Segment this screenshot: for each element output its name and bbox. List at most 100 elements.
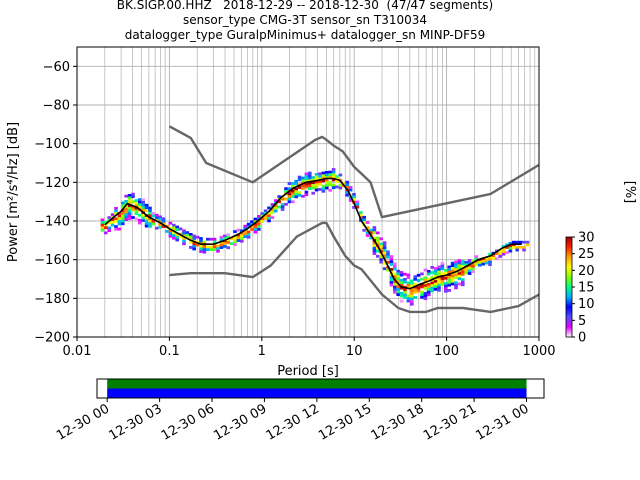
heatmap-cell [328, 188, 332, 192]
heatmap-cell [151, 222, 156, 226]
heatmap-cell [318, 182, 322, 186]
heatmap-cell [168, 221, 173, 225]
heatmap-cell [454, 273, 458, 277]
heatmap-cell [338, 184, 343, 187]
heatmap-cell [348, 199, 353, 202]
heatmap-cell [161, 222, 166, 226]
heatmap-cell [151, 214, 156, 218]
heatmap-cell [444, 289, 448, 293]
heatmap-cell [345, 183, 349, 187]
heatmap-cell [141, 216, 145, 220]
heatmap-cell [199, 239, 203, 243]
heatmap-cell [376, 239, 380, 243]
heatmap-cell [505, 246, 509, 249]
heatmap-cell [461, 280, 465, 284]
heatmap-cell [355, 205, 360, 209]
heatmap-cell [229, 237, 234, 240]
heatmap-cell [525, 240, 530, 244]
heatmap-cell [301, 184, 305, 188]
heatmap-cell [457, 261, 462, 265]
heatmap-cell [175, 236, 179, 239]
heatmap-cell [376, 247, 380, 250]
heatmap-cell [321, 171, 326, 175]
heatmap-cell [430, 266, 434, 269]
heatmap-cell [382, 241, 387, 245]
heatmap-cell [410, 289, 414, 293]
heatmap-cell [386, 260, 390, 264]
heatmap-cell [304, 190, 309, 194]
heatmap-cell [413, 288, 417, 292]
timeline-tick-label: 12-30 21 [421, 401, 479, 443]
heatmap-cell [450, 280, 455, 283]
heatmap-cell [437, 268, 441, 271]
heatmap-cell [274, 209, 278, 213]
heatmap-cell [393, 283, 397, 286]
heatmap-cell [110, 223, 115, 227]
heatmap-cell [450, 274, 455, 278]
heatmap-cell [331, 183, 336, 187]
heatmap-cell [110, 213, 115, 217]
heatmap-cell [467, 264, 472, 268]
heatmap-cell [348, 186, 353, 189]
heatmap-cell [182, 237, 186, 240]
heatmap-cell [127, 199, 132, 202]
timeline-frame [96, 378, 545, 399]
heatmap-cell [240, 229, 244, 233]
heatmap-cell [410, 279, 414, 283]
heatmap-cell [393, 275, 397, 279]
heatmap-cell [396, 277, 400, 281]
x-tick-label: 0.1 [159, 344, 180, 359]
timeline-tick-label: 12-30 03 [106, 401, 164, 443]
heatmap-cell [331, 186, 336, 190]
heatmap-cell [396, 280, 400, 283]
y-tick-label: −200 [34, 331, 70, 346]
heatmap-cell [488, 263, 492, 266]
heatmap-cell [433, 280, 438, 283]
heatmap-cell [270, 208, 275, 212]
heatmap-cell [308, 187, 312, 190]
heatmap-cell [389, 260, 394, 264]
heatmap-cell [127, 204, 132, 208]
heatmap-cell [331, 178, 336, 182]
heatmap-cell [246, 225, 251, 229]
heatmap-cell [362, 218, 366, 222]
heatmap-cell [484, 261, 489, 265]
heatmap-cell [328, 173, 332, 177]
heatmap-cell [121, 219, 125, 223]
heatmap-cell [440, 262, 445, 265]
heatmap-cell [430, 281, 434, 285]
heatmap-cell [321, 187, 326, 191]
heatmap-cell [399, 291, 404, 295]
heatmap-cell [352, 193, 356, 196]
heatmap-cell [512, 240, 516, 244]
heatmap-cell [294, 195, 298, 199]
timeline-band [107, 379, 527, 389]
heatmap-cell [168, 232, 173, 235]
heatmap-cell [236, 236, 241, 240]
heatmap-cell [471, 267, 475, 271]
heatmap-cell [168, 234, 173, 238]
heatmap-cell [195, 243, 200, 247]
heatmap-cell [175, 225, 179, 229]
heatmap-cell [403, 296, 407, 299]
heatmap-cell [447, 270, 451, 274]
x-tick-label: 10 [346, 344, 363, 359]
heatmap-cell [393, 280, 397, 284]
heatmap-cell [192, 234, 196, 238]
heatmap-cell [461, 278, 465, 281]
y-tick-label: −60 [43, 60, 70, 75]
heatmap-cell [141, 214, 145, 217]
heatmap-cell [403, 280, 407, 284]
heatmap-cell [155, 213, 159, 217]
heatmap-cell [505, 251, 509, 254]
heatmap-cell [314, 188, 319, 192]
heatmap-cell [144, 219, 149, 223]
timeline-tick-label: 12-30 15 [316, 401, 374, 443]
heatmap-cell [284, 197, 288, 201]
heatmap-cell [365, 231, 370, 235]
heatmap-cell [437, 286, 441, 290]
heatmap-cell [396, 293, 400, 296]
chart-title-line-3: datalogger_type GuralpMinimus+ datalogge… [124, 28, 486, 42]
heatmap-cell [297, 193, 302, 197]
